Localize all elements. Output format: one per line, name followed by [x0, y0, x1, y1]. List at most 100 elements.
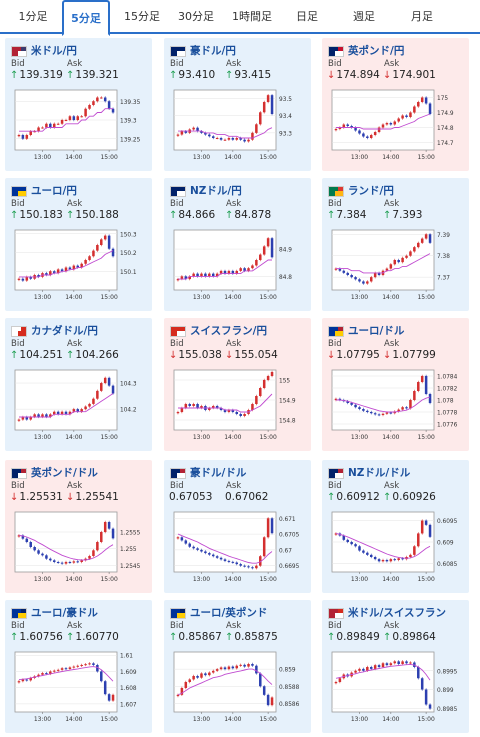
moving-average-line: [336, 396, 431, 413]
candle-body: [369, 135, 373, 138]
candle-body: [29, 677, 32, 681]
candle-body: [417, 533, 420, 547]
tab-2[interactable]: 5分足: [62, 0, 110, 36]
y-tick-label: 7.39: [437, 233, 450, 239]
bid-value-text: 0.85867: [178, 631, 222, 643]
pair-title[interactable]: ユーロ/豪ドル: [31, 607, 98, 619]
bid-value: ↑7.384: [327, 209, 366, 221]
pair-card[interactable]: ユーロ/豪ドル Bid Ask ↑1.60756 ↑1.60770 1.61 1.609 1.…: [5, 600, 152, 733]
pair-card[interactable]: 米ドル/円 Bid Ask ↑139.319 ↑139.321 139.35 139.3 13…: [5, 38, 152, 171]
candle-body: [405, 661, 408, 664]
x-tick-label: 13:00: [351, 716, 368, 723]
pair-card[interactable]: NZドル/円 Bid Ask ↑84.866 ↑84.878 84.9 84.8 13:00 1…: [164, 178, 311, 311]
candle-body: [231, 270, 235, 274]
pair-card[interactable]: 英ポンド/円 Bid Ask ↓174.894 ↓174.901 175 174.9 174.…: [322, 38, 469, 171]
candle-body: [266, 694, 270, 706]
pair-card[interactable]: ユーロ/ドル Bid Ask ↓1.07795 ↓1.07799 1.0784 1.0782…: [322, 318, 469, 451]
candle-body: [33, 131, 36, 133]
pair-title[interactable]: 米ドル/円: [31, 45, 77, 57]
candle-body: [350, 403, 353, 405]
candle-body: [188, 404, 191, 406]
candle-body: [100, 383, 103, 391]
pair-card[interactable]: 米ドル/スイスフラン Bid Ask ↑0.89849 ↑0.89864 0.8995 0.…: [322, 600, 469, 733]
pair-card[interactable]: スイスフラン/円 Bid Ask ↓155.038 ↓155.054 155 154.9 15…: [164, 318, 311, 451]
pair-title[interactable]: 米ドル/スイスフラン: [348, 607, 447, 619]
tab-7[interactable]: 週足: [353, 10, 375, 23]
pair-title[interactable]: 英ポンド/円: [348, 45, 405, 57]
pair-title[interactable]: ユーロ/英ポンド: [190, 607, 268, 619]
tab-6[interactable]: 日足: [296, 10, 318, 23]
candle-body: [52, 271, 56, 274]
candle-body: [346, 124, 349, 126]
arrow-down-icon: ↓: [169, 350, 178, 361]
candle-body: [60, 562, 64, 564]
pair-card[interactable]: 豪ドル/ドル Bid Ask 0.67053 0.67062 0.671 0.6705 0.6…: [164, 460, 311, 593]
tab-4[interactable]: 30分足: [178, 10, 214, 23]
y-tick-label: 0.8586: [279, 702, 300, 708]
candle-body: [266, 518, 270, 538]
candle-body: [219, 667, 223, 670]
pair-title[interactable]: カナダドル/円: [31, 325, 98, 337]
pair-card[interactable]: 豪ドル/円 Bid Ask ↑93.410 ↑93.415 93.5 93.4 93.3 13:…: [164, 38, 311, 171]
x-tick-label: 15:00: [100, 576, 117, 583]
flag-part: [177, 51, 185, 56]
candle-body: [103, 235, 107, 240]
candle-body: [270, 372, 274, 376]
bid-value: ↓174.894: [327, 69, 380, 81]
candle-body: [255, 124, 258, 133]
candle-body: [25, 276, 29, 281]
pair-card[interactable]: ユーロ/英ポンド Bid Ask ↑0.85867 ↑0.85875 0.859 0.858…: [164, 600, 311, 733]
pair-title[interactable]: ユーロ/円: [31, 185, 77, 197]
ask-value: ↑93.415: [225, 69, 271, 81]
candle-body: [251, 132, 254, 140]
pair-title[interactable]: 豪ドル/円: [190, 45, 236, 57]
candle-body: [428, 704, 432, 709]
candle-body: [377, 559, 381, 562]
pair-title[interactable]: NZドル/円: [190, 185, 242, 197]
candle-body: [377, 127, 381, 132]
pair-card[interactable]: NZドル/ドル Bid Ask ↑0.60912 ↑0.60926 0.6095 0.609…: [322, 460, 469, 593]
candle-body: [346, 272, 349, 275]
pair-title[interactable]: 豪ドル/ドル: [190, 467, 247, 479]
pair-title[interactable]: スイスフラン/円: [190, 325, 268, 337]
pair-title[interactable]: ユーロ/ドル: [348, 325, 405, 337]
candle-body: [417, 242, 420, 248]
candle-body: [208, 408, 211, 410]
flag-icon: [170, 468, 186, 479]
bid-label: Bid: [11, 59, 25, 69]
x-tick-label: 14:00: [224, 294, 241, 301]
pair-card[interactable]: ユーロ/円 Bid Ask ↑150.183 ↑150.188 150.3 150.2 150…: [5, 178, 152, 311]
x-tick-label: 15:00: [417, 154, 434, 161]
y-tick-label: 1.0778: [437, 411, 458, 417]
candle-body: [52, 123, 56, 128]
candle-body: [17, 419, 21, 421]
tab-5[interactable]: 1時間足: [232, 10, 272, 23]
flag-part: [329, 327, 338, 336]
candle-body: [100, 239, 103, 245]
candle-body: [227, 560, 231, 562]
candle-body: [21, 416, 25, 420]
y-tick-label: 0.8995: [437, 669, 458, 675]
ask-value: ↓1.25541: [66, 491, 119, 503]
tab-8[interactable]: 月足: [411, 10, 433, 23]
pair-title[interactable]: 英ポンド/ドル: [31, 467, 98, 479]
ask-value-text: 0.60926: [392, 491, 436, 503]
moving-average-line: [336, 113, 431, 130]
tab-1[interactable]: 1分足: [18, 10, 48, 23]
candle-body: [239, 138, 242, 140]
candle-body: [251, 567, 254, 569]
x-tick-label: 13:00: [193, 294, 210, 301]
candle-body: [192, 546, 195, 549]
pair-title[interactable]: ランド/円: [348, 185, 394, 197]
pair-card[interactable]: カナダドル/円 Bid Ask ↑104.251 ↑104.266 104.3 104.2 1…: [5, 318, 152, 451]
candle-body: [196, 676, 199, 678]
flag-part: [177, 191, 185, 196]
pair-card[interactable]: ランド/円 Bid Ask ↑7.384 ↑7.393 7.39 7.38 7.37 13:00…: [322, 178, 469, 311]
ask-value-text: 0.67062: [225, 491, 269, 503]
tab-3[interactable]: 15分足: [124, 10, 160, 23]
pair-title[interactable]: NZドル/ドル: [348, 467, 411, 479]
pair-card[interactable]: 英ポンド/ドル Bid Ask ↓1.25531 ↓1.25541 1.2555 1.255…: [5, 460, 152, 593]
flag-part: [12, 327, 21, 336]
x-tick-label: 15:00: [417, 576, 434, 583]
candle-body: [17, 681, 21, 683]
